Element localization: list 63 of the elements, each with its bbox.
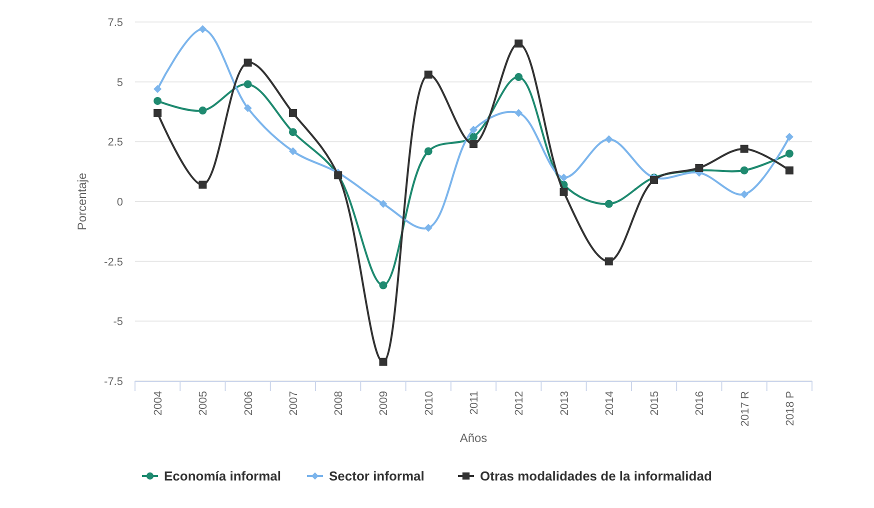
point xyxy=(154,85,162,94)
point xyxy=(288,128,297,136)
y-tick-label: 2.5 xyxy=(108,136,123,149)
point xyxy=(604,257,613,266)
point xyxy=(604,200,613,208)
y-tick-label: 7.5 xyxy=(108,17,123,29)
x-tick-label: 2009 xyxy=(378,391,390,416)
point xyxy=(288,108,297,117)
point xyxy=(288,147,297,156)
x-tick-label: 2006 xyxy=(242,391,255,416)
point xyxy=(470,126,478,134)
point xyxy=(740,144,748,153)
point xyxy=(424,70,432,79)
point xyxy=(470,132,478,141)
x-axis-title: Años xyxy=(460,431,488,445)
point xyxy=(244,80,252,88)
point xyxy=(379,358,388,366)
x-tick-label: 2013 xyxy=(558,391,571,416)
point xyxy=(154,96,162,105)
point xyxy=(560,188,568,196)
x-tick-label: 2007 xyxy=(288,391,300,416)
point xyxy=(560,174,568,182)
point xyxy=(695,164,704,172)
point xyxy=(154,108,162,117)
point xyxy=(785,150,794,158)
point xyxy=(198,25,207,34)
point xyxy=(424,224,432,232)
point xyxy=(514,40,523,48)
point xyxy=(785,166,794,174)
point xyxy=(514,108,523,117)
y-tick-label: -2.5 xyxy=(104,256,123,268)
legend-label: Economía informal xyxy=(164,468,282,484)
x-tick-label: 2005 xyxy=(198,391,210,416)
y-axis-title: Porcentaje xyxy=(75,172,89,230)
x-tick-label: 2008 xyxy=(333,391,346,416)
x-tick-label: 2012 xyxy=(514,391,526,416)
point xyxy=(424,147,432,156)
y-tick-label: -5 xyxy=(113,316,123,328)
point xyxy=(470,140,478,148)
point xyxy=(244,104,252,112)
x-tick-label: 2010 xyxy=(423,391,436,416)
x-tick-label: 2004 xyxy=(152,391,165,416)
point xyxy=(379,281,388,290)
x-tick-label: 2016 xyxy=(694,391,706,416)
point xyxy=(740,190,748,198)
y-tick-label: 5 xyxy=(116,76,123,89)
x-tick-label: 2015 xyxy=(649,391,662,416)
point xyxy=(244,58,252,67)
point xyxy=(379,200,388,208)
x-tick-label: 2011 xyxy=(468,391,480,415)
x-tick-label: 2014 xyxy=(604,391,616,416)
point xyxy=(740,166,748,174)
y-tick-label: 0 xyxy=(116,196,123,208)
point xyxy=(198,180,207,189)
point xyxy=(604,135,613,144)
x-tick-label: 2018 P xyxy=(784,391,796,426)
point xyxy=(785,132,794,141)
y-tick-label: -7.5 xyxy=(104,376,123,388)
x-tick-label: 2017 R xyxy=(739,390,752,426)
legend-label: Otras modalidades de la informalidad xyxy=(480,468,712,484)
point xyxy=(514,73,523,82)
legend-label: Sector informal xyxy=(329,468,424,484)
point xyxy=(198,106,207,115)
